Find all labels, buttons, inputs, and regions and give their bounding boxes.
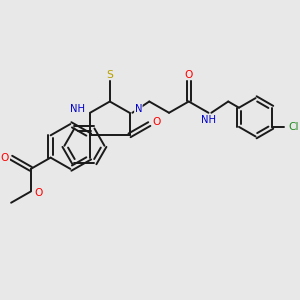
Text: N: N <box>135 104 142 114</box>
Text: O: O <box>1 153 9 163</box>
Text: NH: NH <box>201 115 216 125</box>
Text: S: S <box>106 70 113 80</box>
Text: Cl: Cl <box>288 122 299 132</box>
Text: NH: NH <box>70 104 85 114</box>
Text: O: O <box>34 188 43 198</box>
Text: O: O <box>184 70 193 80</box>
Text: O: O <box>153 117 161 127</box>
